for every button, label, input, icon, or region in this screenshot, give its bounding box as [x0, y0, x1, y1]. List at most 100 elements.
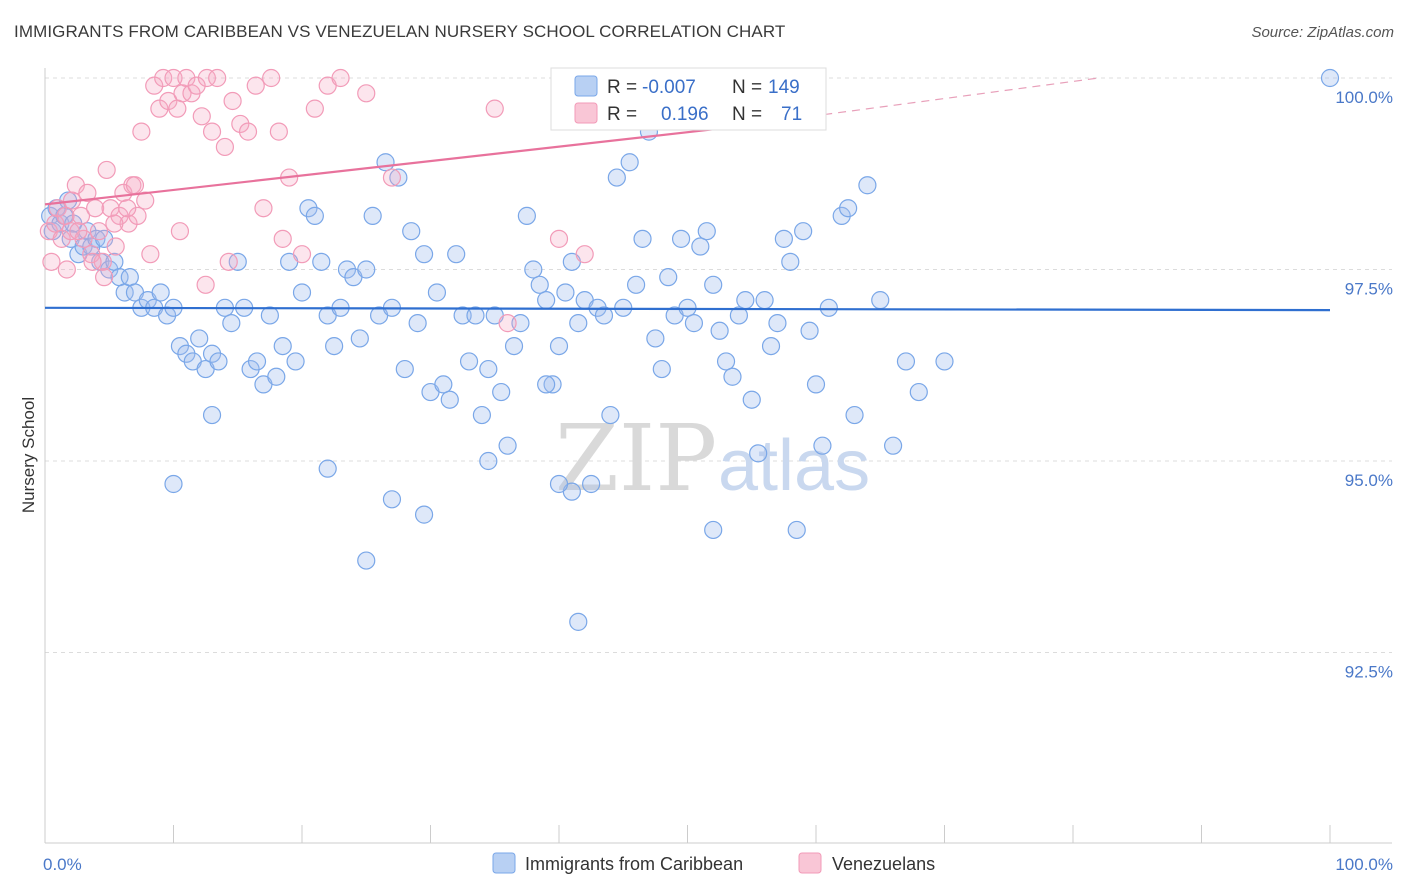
- point-1-30: [164, 68, 183, 88]
- point-0-80: [511, 314, 530, 333]
- point-0-120: [768, 314, 787, 333]
- point-1-38: [202, 122, 222, 141]
- point-0-106: [678, 298, 697, 317]
- point-1-37: [197, 68, 217, 88]
- point-0-138: [318, 459, 337, 478]
- point-1-46: [262, 68, 281, 88]
- legend-swatch-caribbean: [574, 75, 598, 97]
- series-legend: Immigrants from Caribbean Venezuelans: [492, 852, 935, 874]
- point-0-128: [819, 298, 838, 317]
- bottom-legend-swatch-venezuelans: [798, 852, 822, 874]
- point-0-71: [453, 306, 472, 325]
- point-1-12: [86, 199, 105, 218]
- point-0-114: [729, 306, 749, 325]
- legend-r-value-2: 0.196: [661, 104, 709, 125]
- y-tick-label-1: 95.0%: [1345, 471, 1393, 490]
- x-tick-labels: 0.0% 100.0%: [43, 855, 1393, 874]
- point-0-87: [556, 283, 575, 302]
- point-0-65: [414, 245, 434, 264]
- point-1-64: [105, 214, 124, 233]
- point-1-1: [42, 252, 61, 271]
- point-0-59: [376, 153, 395, 172]
- point-0-110: [704, 275, 723, 294]
- point-0-55: [350, 329, 369, 348]
- point-0-151: [202, 405, 222, 425]
- point-0-49: [312, 252, 331, 271]
- point-1-15: [97, 160, 116, 180]
- point-0-42: [267, 367, 286, 386]
- watermark-atlas: atlas: [718, 426, 870, 506]
- point-1-36: [192, 107, 211, 126]
- point-1-23: [132, 122, 151, 141]
- legend-r-label-2: R =: [607, 104, 637, 125]
- point-0-46: [292, 283, 312, 302]
- point-1-44: [246, 76, 265, 95]
- x-tick-label-0: 0.0%: [43, 855, 82, 874]
- point-0-62: [395, 359, 414, 379]
- point-0-67: [427, 283, 447, 302]
- point-0-48: [305, 206, 324, 225]
- chart-source: Source: ZipAtlas.com: [1251, 24, 1394, 41]
- point-1-63: [95, 268, 114, 287]
- point-1-62: [83, 252, 102, 271]
- point-0-131: [845, 405, 864, 425]
- legend-n-value-1: 149: [768, 77, 800, 98]
- point-1-66: [125, 176, 145, 195]
- point-1-40: [215, 137, 234, 157]
- point-0-101: [646, 329, 665, 348]
- chart-title: IMMIGRANTS FROM CARIBBEAN VS VENEZUELAN …: [14, 22, 786, 41]
- point-1-70: [170, 222, 190, 241]
- point-1-54: [382, 168, 402, 187]
- point-0-98: [626, 275, 646, 294]
- y-tick-label-2: 97.5%: [1345, 280, 1393, 299]
- y-tick-labels: 92.5% 95.0% 97.5% 100.0%: [1335, 88, 1393, 682]
- point-1-59: [69, 222, 88, 241]
- point-1-39: [208, 68, 227, 88]
- point-1-68: [219, 252, 238, 271]
- point-0-84: [537, 291, 556, 310]
- point-0-125: [800, 321, 819, 340]
- point-0-105: [671, 229, 691, 248]
- point-0-68: [434, 375, 453, 394]
- point-0-137: [935, 352, 954, 371]
- point-1-69: [273, 229, 292, 248]
- point-0-30: [190, 329, 209, 348]
- point-0-149: [479, 451, 498, 471]
- point-1-47: [269, 122, 288, 141]
- point-0-95: [607, 168, 626, 187]
- point-1-58: [575, 245, 594, 264]
- point-0-113: [723, 367, 742, 386]
- point-0-130: [839, 199, 858, 218]
- point-0-116: [742, 390, 761, 409]
- point-0-45: [286, 352, 305, 371]
- point-0-127: [813, 436, 832, 455]
- point-1-28: [154, 68, 173, 88]
- point-0-57: [363, 206, 382, 225]
- point-0-107: [684, 314, 704, 333]
- point-0-103: [659, 268, 678, 287]
- point-0-136: [909, 382, 928, 402]
- axes: [44, 68, 1392, 844]
- point-1-22: [128, 206, 147, 225]
- trend-line-caribbean: [44, 306, 1331, 312]
- legend-r-label-1: R =: [607, 77, 637, 98]
- point-0-146: [1320, 68, 1340, 88]
- point-0-78: [498, 436, 517, 455]
- point-1-61: [57, 260, 76, 279]
- point-1-2: [46, 214, 65, 233]
- point-0-73: [466, 306, 485, 325]
- point-0-121: [774, 229, 793, 248]
- point-0-89: [569, 314, 588, 333]
- point-1-50: [305, 99, 324, 118]
- point-1-55: [485, 99, 504, 118]
- point-0-97: [620, 153, 639, 172]
- point-0-79: [504, 337, 524, 356]
- point-1-49: [292, 245, 312, 264]
- point-1-10: [78, 183, 97, 202]
- point-0-77: [492, 382, 511, 402]
- point-0-115: [736, 291, 755, 310]
- y-tick-label-3: 100.0%: [1335, 88, 1393, 107]
- point-0-112: [716, 352, 736, 371]
- point-0-141: [357, 551, 376, 570]
